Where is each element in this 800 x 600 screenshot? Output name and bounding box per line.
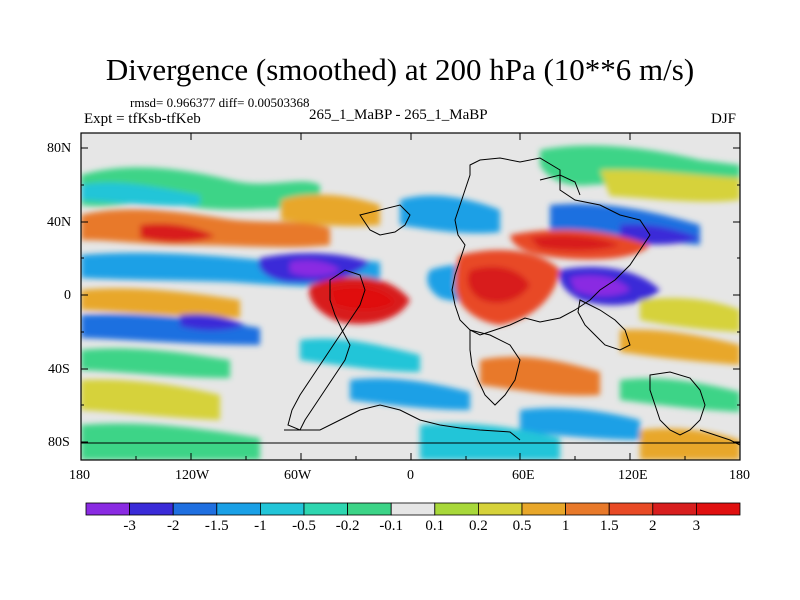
colorbar [85,502,741,516]
colorbar-swatch [434,502,479,516]
coast-indonesia [577,299,631,351]
field-violet-eq1 [290,260,340,277]
colorbar-swatch [652,502,697,516]
colorbar-label: 0.2 [469,518,488,534]
colorbar-swatch [390,502,436,516]
field-orange-s10 [640,428,740,460]
colorbar-label: -0.2 [335,518,360,534]
field-red-n4 [140,223,215,243]
colorbar-swatch [172,502,218,516]
field-yellow-wpac [640,298,740,332]
x-tick-180e: 180 [729,468,750,483]
colorbar-label: -2 [166,518,180,534]
colorbar-swatch [477,502,523,516]
colorbar-label: -0.1 [379,518,404,534]
colorbar-swatch [216,502,261,516]
colorbar-label: -0.5 [292,518,316,534]
y-tick-80s: 80S [48,435,70,450]
field-cyan-s9 [420,423,560,460]
x-tick-60e: 60E [512,468,535,483]
runs-label: 265_1_MaBP - 265_1_MaBP [309,107,488,123]
colorbar-swatch [608,502,654,516]
colorbar-label: 0.5 [512,518,532,534]
colorbar-label: 1 [561,518,570,534]
colorbar-swatch [696,502,741,516]
colorbar-swatch [303,502,348,516]
y-ticks [81,147,740,443]
field-orange-spac [620,329,740,365]
field-orange-s5 [480,356,600,396]
coast-australia [649,371,706,436]
colorbar-swatch [521,502,566,516]
colorbar-label: 2 [649,518,657,534]
colorbar-swatch [347,502,392,516]
field-red-indian2 [467,266,530,303]
x-ticks [80,133,686,460]
colorbar-label: -3 [123,518,136,534]
coast-eurasia-africa [451,157,651,336]
field-indigo-n6 [620,224,700,245]
colorbar-label: -1 [254,518,267,534]
field-blue-s4 [350,378,470,410]
field-band-eq2 [81,288,240,318]
x-tick-120w: 120W [175,468,210,483]
x-tick-60w: 60W [284,468,312,483]
field-band-n3 [281,194,380,227]
colorbar-swatch [259,502,305,516]
stats-line: rmsd= 0.966377 diff= 0.00503368 [130,95,310,110]
field-cyan-s3 [300,338,420,372]
colorbar-swatch [129,502,174,516]
field-blue-n5 [400,195,500,234]
season-label: DJF [711,111,737,127]
colorbar-label: 1.5 [599,518,619,534]
coast-greenland-stub [359,204,411,236]
y-tick-40s: 40S [48,362,70,377]
map-title: Divergence (smoothed) at 200 hPa (10**6 … [105,52,695,87]
field-indigo-eq4 [180,314,245,331]
divergence-field [81,133,740,460]
field-blue-s6 [520,408,640,440]
colorbar-swatch [85,502,130,516]
field-violet-maritime [570,275,630,296]
field-band-n1b [81,182,200,206]
coastlines [81,157,740,446]
experiment-label: Expt = tfKsb-tfKeb [84,111,201,127]
colorbar-label: 3 [692,518,701,534]
colorbar-swatch [565,502,610,516]
y-tick-0: 0 [64,288,71,303]
x-tick-180w: 180 [69,468,90,483]
coast-antarctica-peninsula [284,404,521,441]
field-band-n2b [600,169,740,202]
field-green-s1 [81,348,230,378]
y-tick-80n: 80N [47,141,72,156]
x-tick-120e: 120E [618,468,648,483]
colorbar-label: -1.5 [204,518,229,534]
coast-south-america [287,269,366,431]
coast-southern-africa [469,329,521,406]
y-tick-40n: 40N [47,215,72,230]
x-tick-0: 0 [407,468,414,483]
colorbar-label: 0.1 [425,518,445,534]
coast-asia-north [539,174,581,196]
field-red-asia2 [530,235,620,251]
field-yellow-s2 [81,379,220,420]
field-green-s8 [81,423,260,460]
